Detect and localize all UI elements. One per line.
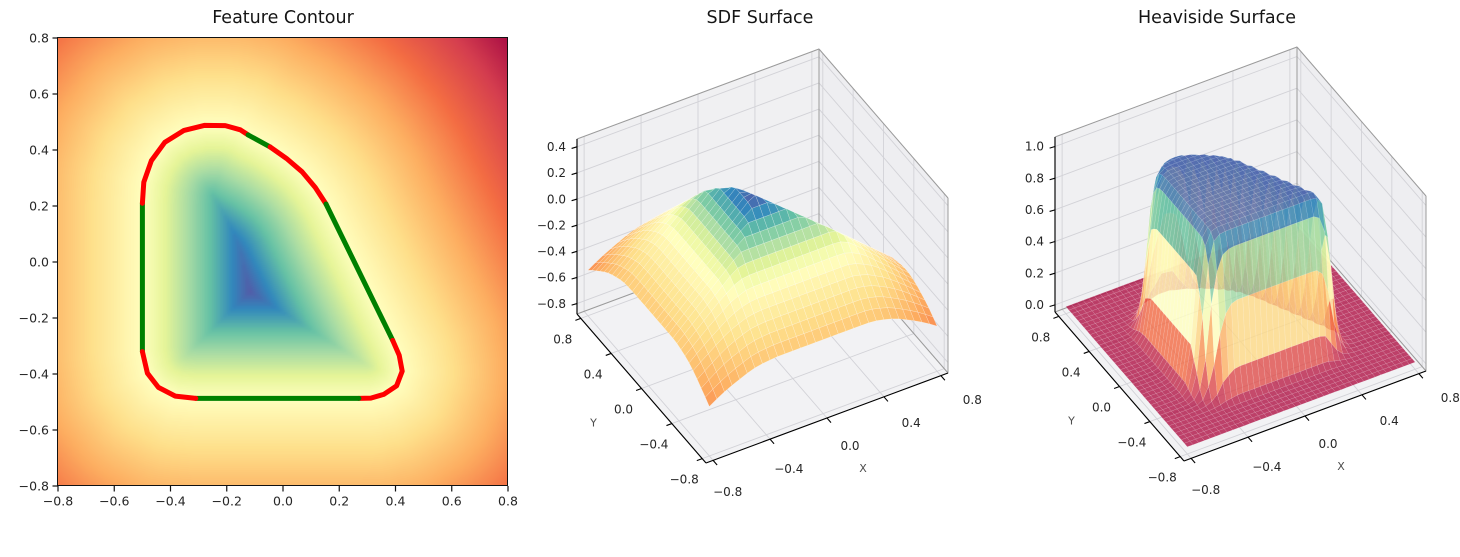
svg-text:0.8: 0.8 <box>1441 391 1460 405</box>
svg-text:X: X <box>859 462 867 475</box>
svg-text:0.2: 0.2 <box>29 199 49 214</box>
svg-text:−0.8: −0.8 <box>19 479 49 494</box>
svg-text:−0.8: −0.8 <box>537 297 566 311</box>
heaviside-surface-3d: −0.8 −0.4 0.0 0.4 0.8 −0.8 −0.4 0.0 0.4 0.8 1.0 0.8… <box>1025 45 1460 497</box>
svg-text:0.0: 0.0 <box>547 192 566 206</box>
svg-text:−0.2: −0.2 <box>537 218 566 232</box>
svg-text:−0.4: −0.4 <box>1117 436 1146 450</box>
svg-text:−0.6: −0.6 <box>537 271 566 285</box>
svg-text:−0.8: −0.8 <box>43 494 73 509</box>
svg-text:−0.8: −0.8 <box>1148 471 1177 485</box>
svg-text:0.8: 0.8 <box>1025 171 1044 185</box>
svg-text:−0.2: −0.2 <box>19 311 49 326</box>
svg-text:−0.2: −0.2 <box>212 494 242 509</box>
svg-text:0.2: 0.2 <box>329 494 349 509</box>
svg-text:0.8: 0.8 <box>963 393 982 407</box>
svg-text:0.4: 0.4 <box>386 494 406 509</box>
svg-text:0.0: 0.0 <box>1318 437 1337 451</box>
svg-text:0.2: 0.2 <box>547 166 566 180</box>
svg-text:Y: Y <box>589 417 597 430</box>
svg-text:−0.4: −0.4 <box>155 494 185 509</box>
svg-text:−0.8: −0.8 <box>713 485 742 499</box>
svg-text:0.4: 0.4 <box>1025 235 1044 249</box>
svg-text:0.0: 0.0 <box>1092 401 1111 415</box>
svg-text:0.6: 0.6 <box>1025 203 1044 217</box>
svg-text:−0.8: −0.8 <box>1191 483 1220 497</box>
svg-text:0.4: 0.4 <box>1380 414 1399 428</box>
svg-text:0.4: 0.4 <box>547 140 566 154</box>
svg-text:−0.4: −0.4 <box>1252 460 1281 474</box>
svg-text:0.4: 0.4 <box>29 143 49 158</box>
svg-text:0.8: 0.8 <box>1031 330 1050 344</box>
svg-text:0.8: 0.8 <box>553 332 572 346</box>
feature-contour-title: Feature Contour <box>212 8 354 28</box>
svg-text:1.0: 1.0 <box>1025 140 1044 154</box>
svg-text:0.8: 0.8 <box>29 31 49 46</box>
svg-text:−0.6: −0.6 <box>99 494 129 509</box>
svg-text:0.4: 0.4 <box>902 416 921 430</box>
sdf-surface-title: SDF Surface <box>706 8 814 28</box>
svg-text:0.6: 0.6 <box>29 87 49 102</box>
sdf-surface-3d: −0.8 −0.4 0.0 0.4 0.8 −0.8 −0.4 0.0 0.4 0.8 0.4 0.2… <box>537 47 982 499</box>
feature-contour-heatmap <box>58 38 508 486</box>
svg-text:0.0: 0.0 <box>29 255 49 270</box>
svg-text:0.0: 0.0 <box>1025 298 1044 312</box>
svg-text:Y: Y <box>1067 415 1075 428</box>
svg-text:0.2: 0.2 <box>1025 266 1044 280</box>
svg-text:0.6: 0.6 <box>442 494 462 509</box>
svg-text:−0.8: −0.8 <box>670 473 699 487</box>
svg-text:0.8: 0.8 <box>498 494 518 509</box>
svg-text:0.4: 0.4 <box>584 367 603 381</box>
svg-text:X: X <box>1337 460 1345 473</box>
feature-contour-axes-frame <box>57 37 508 486</box>
svg-text:−0.4: −0.4 <box>19 367 49 382</box>
heaviside-surface-title: Heaviside Surface <box>1138 8 1296 28</box>
svg-text:0.0: 0.0 <box>840 439 859 453</box>
svg-text:0.0: 0.0 <box>614 403 633 417</box>
svg-text:0.4: 0.4 <box>1062 365 1081 379</box>
svg-text:0.0: 0.0 <box>273 494 293 509</box>
svg-text:−0.4: −0.4 <box>639 438 668 452</box>
svg-text:−0.6: −0.6 <box>19 423 49 438</box>
svg-text:−0.4: −0.4 <box>774 462 803 476</box>
svg-text:−0.4: −0.4 <box>537 245 566 259</box>
